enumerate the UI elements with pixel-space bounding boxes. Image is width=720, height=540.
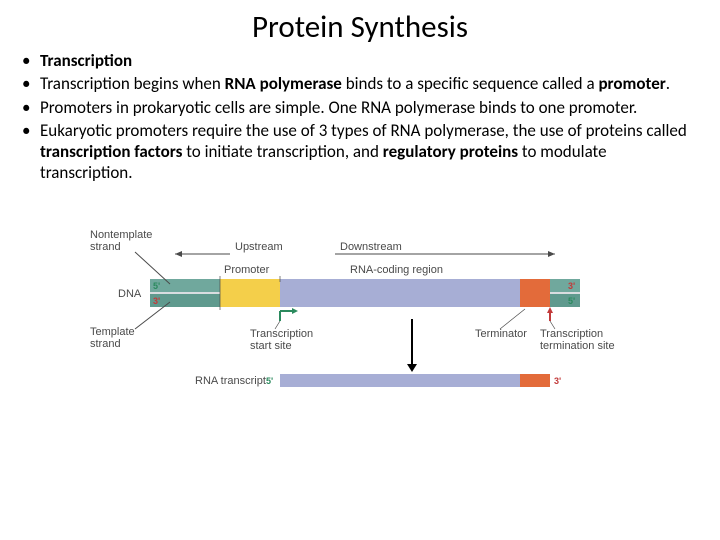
bullet-bold: RNA polymerase [225, 73, 342, 94]
svg-text:5': 5' [266, 376, 273, 386]
dna-diagram: 5' 3' 3' 5' DNA Upstream Downstream Nontemplate… [90, 224, 630, 424]
bullet-bold: promoter [598, 73, 665, 94]
page-title: Protein Synthesis [18, 8, 702, 46]
svg-text:Promoter: Promoter [224, 264, 270, 276]
bullet-bold: Transcription [40, 50, 132, 71]
svg-text:strand: strand [90, 241, 121, 253]
svg-text:3': 3' [554, 376, 561, 386]
bullet-item: Transcription begins when RNA polymerase… [18, 73, 702, 94]
svg-text:termination site: termination site [540, 340, 615, 352]
bullet-text: Promoters in prokaryotic cells are simpl… [40, 97, 637, 118]
svg-text:3': 3' [153, 296, 160, 306]
svg-text:Upstream: Upstream [235, 241, 283, 253]
bullet-text: . [666, 73, 670, 94]
bullet-text: to initiate transcription, and [182, 141, 382, 162]
bullet-bold: transcription factors [40, 141, 182, 162]
bullet-bold: regulatory proteins [383, 141, 518, 162]
svg-text:5': 5' [568, 296, 575, 306]
svg-text:Transcription: Transcription [250, 328, 313, 340]
svg-text:Transcription: Transcription [540, 328, 603, 340]
svg-text:strand: strand [90, 338, 121, 350]
svg-text:DNA: DNA [118, 288, 142, 300]
bullet-text: Transcription begins when [40, 73, 225, 94]
bullet-list: Transcription Transcription begins when … [18, 50, 702, 184]
svg-text:Terminator: Terminator [475, 328, 527, 340]
svg-text:start site: start site [250, 340, 292, 352]
bullet-text: binds to a specific sequence called a [342, 73, 599, 94]
bullet-text: Eukaryotic promoters require the use of … [40, 120, 687, 141]
svg-text:RNA transcript: RNA transcript [195, 375, 266, 387]
svg-text:Downstream: Downstream [340, 241, 402, 253]
svg-text:5': 5' [153, 281, 160, 291]
svg-text:RNA-coding region: RNA-coding region [350, 264, 443, 276]
bullet-item: Promoters in prokaryotic cells are simpl… [18, 97, 702, 118]
bullet-item: Eukaryotic promoters require the use of … [18, 120, 702, 184]
svg-text:Nontemplate: Nontemplate [90, 229, 152, 241]
svg-text:3': 3' [568, 281, 575, 291]
svg-text:Template: Template [90, 326, 135, 338]
bullet-item: Transcription [18, 50, 702, 71]
